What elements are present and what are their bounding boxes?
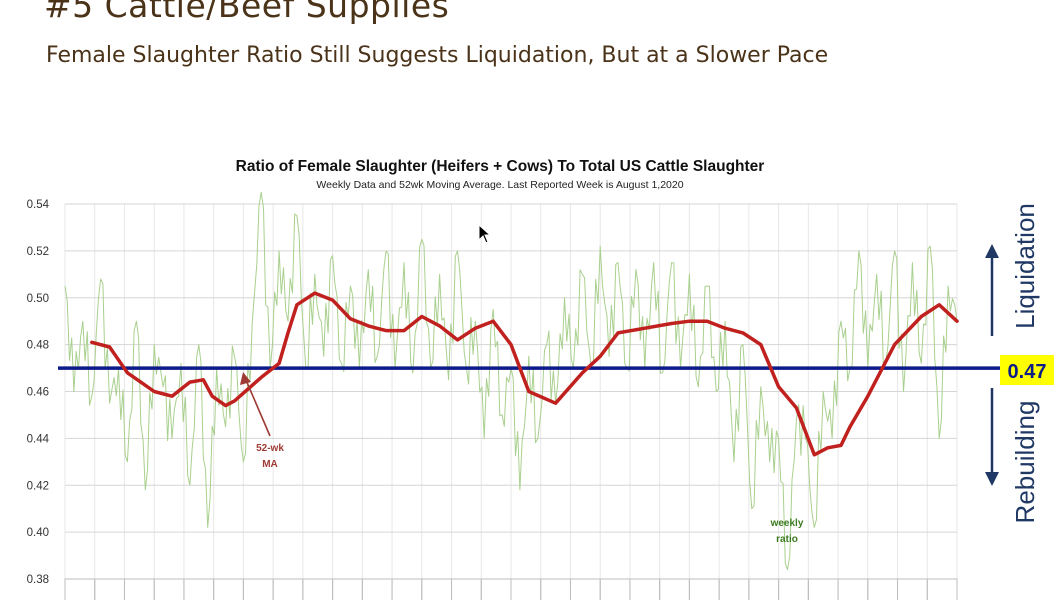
liquidation-arrow: [985, 244, 999, 336]
y-tick-label: 0.48: [27, 340, 49, 352]
y-tick-label: 0.38: [27, 574, 49, 586]
x-axis-box: [629, 578, 661, 600]
x-axis-box: [391, 578, 423, 600]
x-axis-box: [897, 578, 928, 600]
x-axis-box: [510, 578, 542, 600]
x-axis-box: [480, 578, 512, 600]
x-axis-box: [748, 578, 780, 600]
x-axis-box: [926, 578, 958, 600]
slide-subtitle: Female Slaughter Ratio Still Suggests Li…: [46, 43, 829, 68]
ma-annotation-label-line1: 52-wk: [256, 443, 284, 454]
moving-average-series: [90, 291, 959, 457]
x-axis-box: [778, 578, 809, 600]
threshold-value-box: [1000, 355, 1054, 385]
x-axis-box: [242, 578, 274, 600]
x-axis-box: [718, 578, 750, 600]
x-axis-box: [183, 578, 215, 600]
x-axis-box: [153, 578, 185, 600]
x-axis-box: [569, 578, 601, 600]
weekly-annotation-label-line1: weekly: [770, 518, 804, 529]
x-axis-category-boxes: [64, 578, 958, 600]
x-axis-box: [599, 578, 631, 600]
x-axis-box: [64, 578, 96, 600]
weekly-annotation-label-line2: ratio: [776, 534, 798, 545]
y-tick-label: 0.50: [27, 293, 49, 305]
liquidation-label: Liquidation: [1010, 203, 1040, 329]
chart-title: Ratio of Female Slaughter (Heifers + Cow…: [236, 158, 765, 175]
x-axis-box: [272, 578, 304, 600]
x-axis-box: [540, 578, 571, 600]
x-axis-box: [94, 578, 125, 600]
x-axis-box: [213, 578, 244, 600]
rebuilding-arrow: [985, 388, 999, 486]
y-axis-tick-labels: 0.38 0.40 0.42 0.44 0.46 0.48 0.50 0.52 0.54: [27, 199, 50, 586]
x-axis-box: [688, 578, 720, 600]
x-axis-box: [332, 578, 363, 600]
slide-title: #5 Cattle/Beef Supplies: [44, 0, 450, 25]
ma-annotation-arrow: [240, 372, 271, 437]
x-axis-box: [123, 578, 155, 600]
y-tick-label: 0.54: [27, 199, 50, 211]
x-axis-box: [421, 578, 453, 600]
mouse-cursor-icon: [478, 224, 492, 244]
x-axis-box: [659, 578, 690, 600]
y-tick-label: 0.46: [27, 387, 49, 399]
x-axis-box: [837, 578, 869, 600]
y-tick-label: 0.40: [27, 527, 49, 539]
chart-subtitle: Weekly Data and 52wk Moving Average. Las…: [316, 179, 683, 191]
ma-annotation-label-line2: MA: [262, 459, 278, 470]
y-tick-label: 0.44: [27, 433, 50, 445]
x-axis-box: [361, 578, 393, 600]
x-axis-box: [302, 578, 334, 600]
threshold-value-label: 0.47: [1008, 361, 1047, 383]
x-axis-box: [867, 578, 899, 600]
x-axis-box: [807, 578, 839, 600]
rebuilding-label: Rebuilding: [1010, 401, 1040, 524]
x-axis-box: [451, 578, 482, 600]
y-tick-label: 0.52: [27, 246, 49, 258]
y-tick-label: 0.42: [27, 480, 49, 492]
